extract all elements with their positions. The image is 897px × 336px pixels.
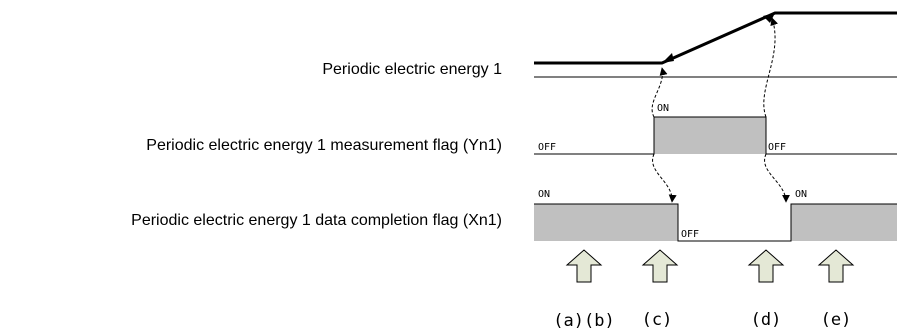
energy-value-line [534, 11, 897, 65]
energy-label: Periodic electric energy 1 [322, 61, 502, 78]
measurement-flag-on: ON [657, 103, 669, 114]
measurement-flag-off-left: OFF [538, 142, 556, 153]
step-e-label: (e) [821, 310, 852, 330]
causality-arrows [651, 17, 790, 203]
step-e-arrow-icon [817, 249, 855, 283]
step-a-b-label: (a)(b) [553, 311, 614, 331]
completion-flag-waveform: ON OFF ON [534, 189, 897, 242]
measurement-flag-line [534, 116, 897, 155]
flag-off-to-completion-on-arrow [764, 153, 790, 203]
completion-flag-on-area-right [791, 204, 897, 241]
step-c-label: (c) [642, 310, 673, 330]
energy-stop-arrowhead [763, 13, 775, 23]
completion-flag-off: OFF [681, 229, 699, 240]
completion-flag-label: Periodic electric energy 1 data completi… [131, 212, 502, 229]
flag-on-to-completion-off-arrow [652, 153, 677, 203]
completion-flag-line [534, 203, 897, 242]
completion-flag-on-left: ON [538, 189, 550, 200]
completion-flag-on-right: ON [795, 189, 807, 200]
energy-rise-arrowhead [662, 53, 674, 63]
measurement-flag-waveform: OFF ON OFF [534, 103, 897, 155]
flag-on-to-energy-start-arrow [651, 67, 668, 118]
measurement-flag-on-area [654, 117, 766, 154]
step-d-arrow-icon [747, 249, 785, 283]
step-markers: (a)(b) (c) (d) (e) [553, 249, 855, 331]
step-c-arrow-icon [641, 249, 679, 283]
step-a-b-arrow-icon [565, 249, 603, 283]
step-d-label: (d) [751, 310, 782, 330]
completion-flag-on-area-left [534, 204, 678, 241]
energy-waveform [534, 11, 897, 78]
measurement-flag-off-right: OFF [768, 142, 786, 153]
flag-off-to-energy-stop-arrow [763, 17, 779, 118]
measurement-flag-label: Periodic electric energy 1 measurement f… [146, 137, 502, 154]
